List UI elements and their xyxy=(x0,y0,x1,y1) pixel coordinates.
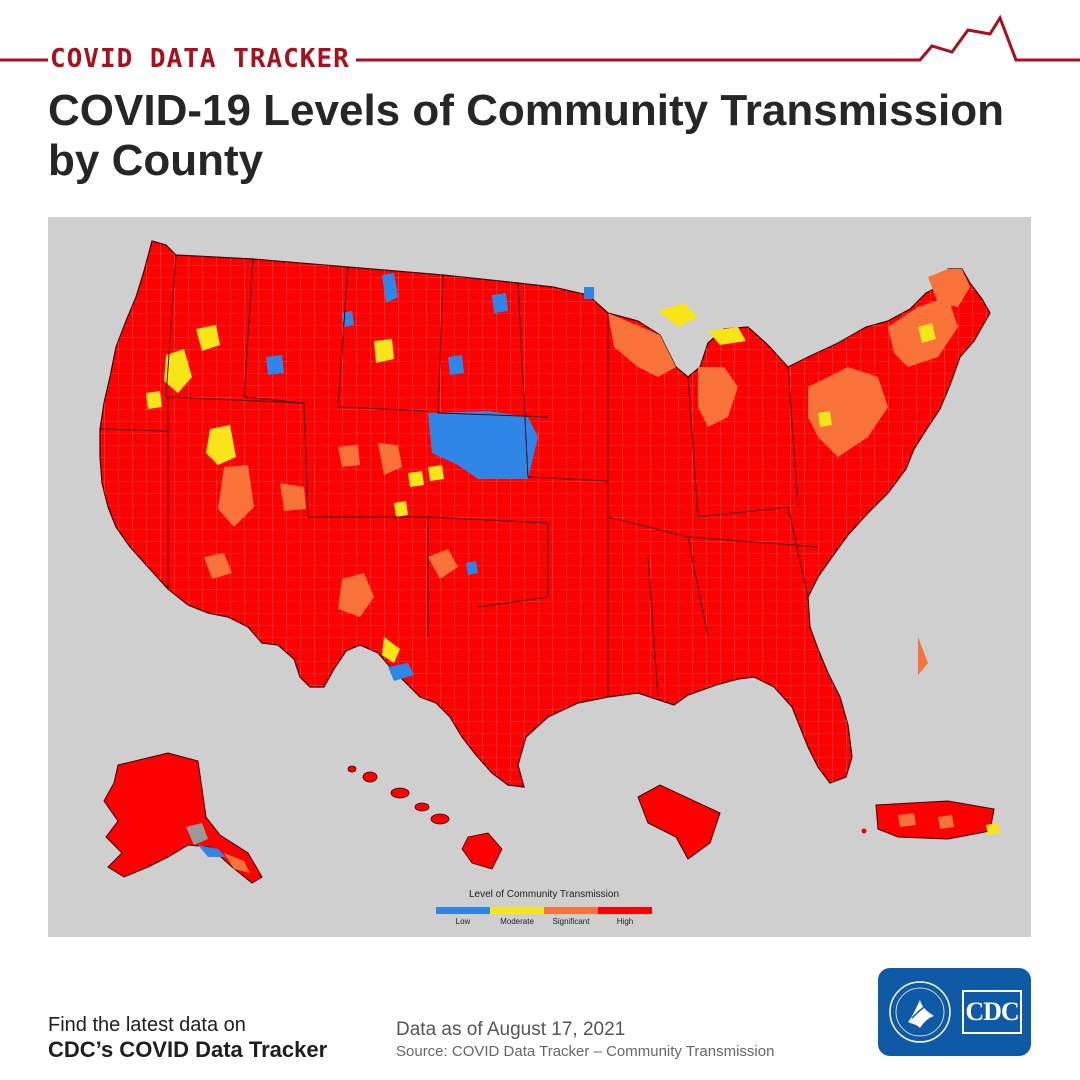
legend-swatch-moderate xyxy=(490,907,544,914)
cta-line2: CDC’s COVID Data Tracker xyxy=(48,1037,328,1062)
legend-title: Level of Community Transmission xyxy=(468,889,620,900)
cta-line1: Find the latest data on xyxy=(48,1014,246,1036)
data-source: Source: COVID Data Tracker – Community T… xyxy=(396,1043,775,1060)
legend-labels: Low Moderate Significant High xyxy=(436,917,652,926)
puerto-rico xyxy=(861,800,1000,840)
territory-inset xyxy=(637,784,721,860)
legend-label-high: High xyxy=(616,917,634,926)
legend-label-moderate: Moderate xyxy=(500,917,534,926)
contiguous-us xyxy=(99,240,991,788)
legend-swatch-high xyxy=(598,907,652,914)
legend-label-significant: Significant xyxy=(552,917,590,926)
alaska xyxy=(103,752,263,884)
data-date: Data as of August 17, 2021 xyxy=(396,1019,626,1040)
legend-swatch-significant xyxy=(544,907,598,914)
legend-label-low: Low xyxy=(455,917,471,926)
tracker-rule-graphic xyxy=(0,14,1080,62)
hawaii xyxy=(347,765,503,870)
transmission-map: Level of Community Transmission Low Mode… xyxy=(48,217,1031,937)
page-title-line2: by County xyxy=(48,136,264,185)
moderate-areas xyxy=(146,303,936,663)
legend-color-bar xyxy=(436,907,652,914)
low-areas xyxy=(266,273,594,681)
cdc-logo: CDC xyxy=(878,968,1031,1056)
legend-swatch-low xyxy=(436,907,490,914)
state-borders xyxy=(99,254,819,698)
page-title-line1: COVID-19 Levels of Community Transmissio… xyxy=(48,86,1005,135)
cdc-wordmark: CDC xyxy=(962,990,1022,1034)
page-title: COVID-19 Levels of Community Transmissio… xyxy=(48,86,1048,186)
tracker-label: COVID DATA TRACKER xyxy=(48,44,356,74)
map-svg xyxy=(99,240,1000,884)
map-legend: Level of Community Transmission Low Mode… xyxy=(436,889,652,926)
hhs-seal-icon xyxy=(889,981,951,1043)
county-lines xyxy=(100,241,990,787)
